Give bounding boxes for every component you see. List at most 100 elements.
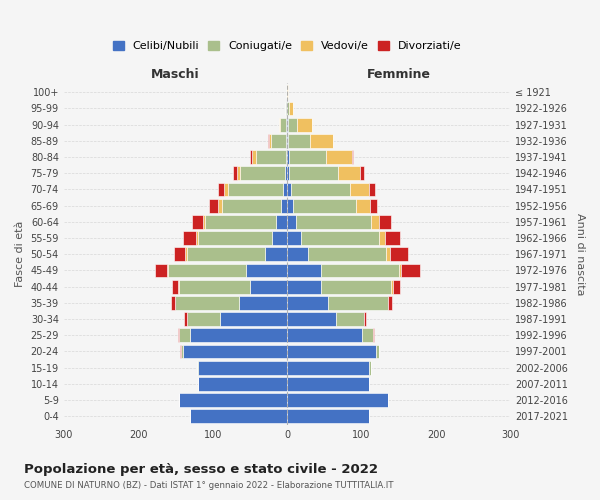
Text: Popolazione per età, sesso e stato civile - 2022: Popolazione per età, sesso e stato civil… (24, 462, 378, 475)
Bar (256, 150, 286, 164)
Bar (252, 150, 256, 164)
Bar (269, 134, 271, 147)
Bar (287, 393, 388, 407)
Bar (369, 182, 375, 196)
Bar (376, 344, 379, 358)
Bar (187, 312, 220, 326)
Bar (285, 102, 286, 116)
Bar (227, 182, 283, 196)
Bar (190, 328, 287, 342)
Bar (352, 150, 353, 164)
Bar (250, 280, 287, 293)
Bar (287, 410, 369, 423)
Bar (297, 118, 311, 132)
Bar (289, 102, 293, 116)
Bar (184, 312, 187, 326)
Bar (175, 296, 239, 310)
Bar (288, 134, 310, 147)
Bar (350, 182, 369, 196)
Bar (286, 118, 287, 132)
Bar (281, 199, 287, 212)
Bar (287, 296, 328, 310)
Bar (196, 231, 198, 245)
Bar (289, 150, 326, 164)
Bar (265, 248, 287, 261)
Bar (179, 328, 190, 342)
Bar (180, 344, 181, 358)
Bar (246, 264, 287, 278)
Bar (218, 182, 224, 196)
Y-axis label: Anni di nascita: Anni di nascita (575, 213, 585, 296)
Bar (287, 344, 376, 358)
Y-axis label: Fasce di età: Fasce di età (15, 221, 25, 288)
Bar (287, 199, 293, 212)
Bar (291, 182, 350, 196)
Bar (310, 134, 332, 147)
Bar (286, 86, 287, 99)
Bar (287, 377, 369, 390)
Bar (287, 264, 320, 278)
Bar (320, 264, 399, 278)
Bar (286, 134, 287, 147)
Bar (287, 134, 288, 147)
Bar (287, 166, 289, 180)
Bar (168, 264, 246, 278)
Bar (205, 215, 276, 228)
Bar (178, 328, 179, 342)
Bar (250, 150, 252, 164)
Bar (332, 134, 333, 147)
Text: Femmine: Femmine (367, 68, 431, 81)
Bar (178, 280, 179, 293)
Bar (373, 328, 374, 342)
Legend: Celibi/Nubili, Coniugati/e, Vedovi/e, Divorziati/e: Celibi/Nubili, Coniugati/e, Vedovi/e, Di… (113, 41, 461, 51)
Bar (287, 328, 362, 342)
Bar (233, 166, 236, 180)
Bar (271, 134, 286, 147)
Bar (379, 231, 385, 245)
Bar (287, 182, 291, 196)
Bar (224, 182, 227, 196)
Bar (280, 118, 286, 132)
Bar (198, 360, 287, 374)
Bar (287, 102, 289, 116)
Bar (276, 215, 287, 228)
Bar (286, 102, 287, 116)
Bar (391, 280, 393, 293)
Bar (390, 248, 409, 261)
Text: COMUNE DI NATURNO (BZ) - Dati ISTAT 1° gennaio 2022 - Elaborazione TUTTITALIA.IT: COMUNE DI NATURNO (BZ) - Dati ISTAT 1° g… (24, 481, 394, 490)
Bar (399, 264, 401, 278)
Bar (362, 328, 373, 342)
Bar (181, 344, 183, 358)
Bar (183, 231, 196, 245)
Bar (401, 264, 419, 278)
Bar (287, 312, 335, 326)
Bar (386, 248, 390, 261)
Bar (179, 393, 287, 407)
Bar (174, 248, 185, 261)
Bar (287, 118, 288, 132)
Bar (287, 215, 296, 228)
Bar (220, 312, 287, 326)
Bar (279, 118, 280, 132)
Bar (287, 280, 320, 293)
Bar (370, 199, 377, 212)
Bar (183, 344, 287, 358)
Bar (187, 248, 265, 261)
Bar (288, 118, 297, 132)
Bar (287, 86, 288, 99)
Bar (379, 215, 391, 228)
Bar (198, 377, 287, 390)
Bar (385, 231, 400, 245)
Bar (371, 215, 379, 228)
Bar (328, 296, 388, 310)
Bar (286, 150, 287, 164)
Bar (203, 215, 205, 228)
Bar (272, 231, 287, 245)
Bar (320, 280, 391, 293)
Bar (167, 264, 168, 278)
Bar (239, 296, 287, 310)
Bar (308, 248, 386, 261)
Bar (209, 199, 218, 212)
Bar (172, 280, 178, 293)
Bar (287, 231, 301, 245)
